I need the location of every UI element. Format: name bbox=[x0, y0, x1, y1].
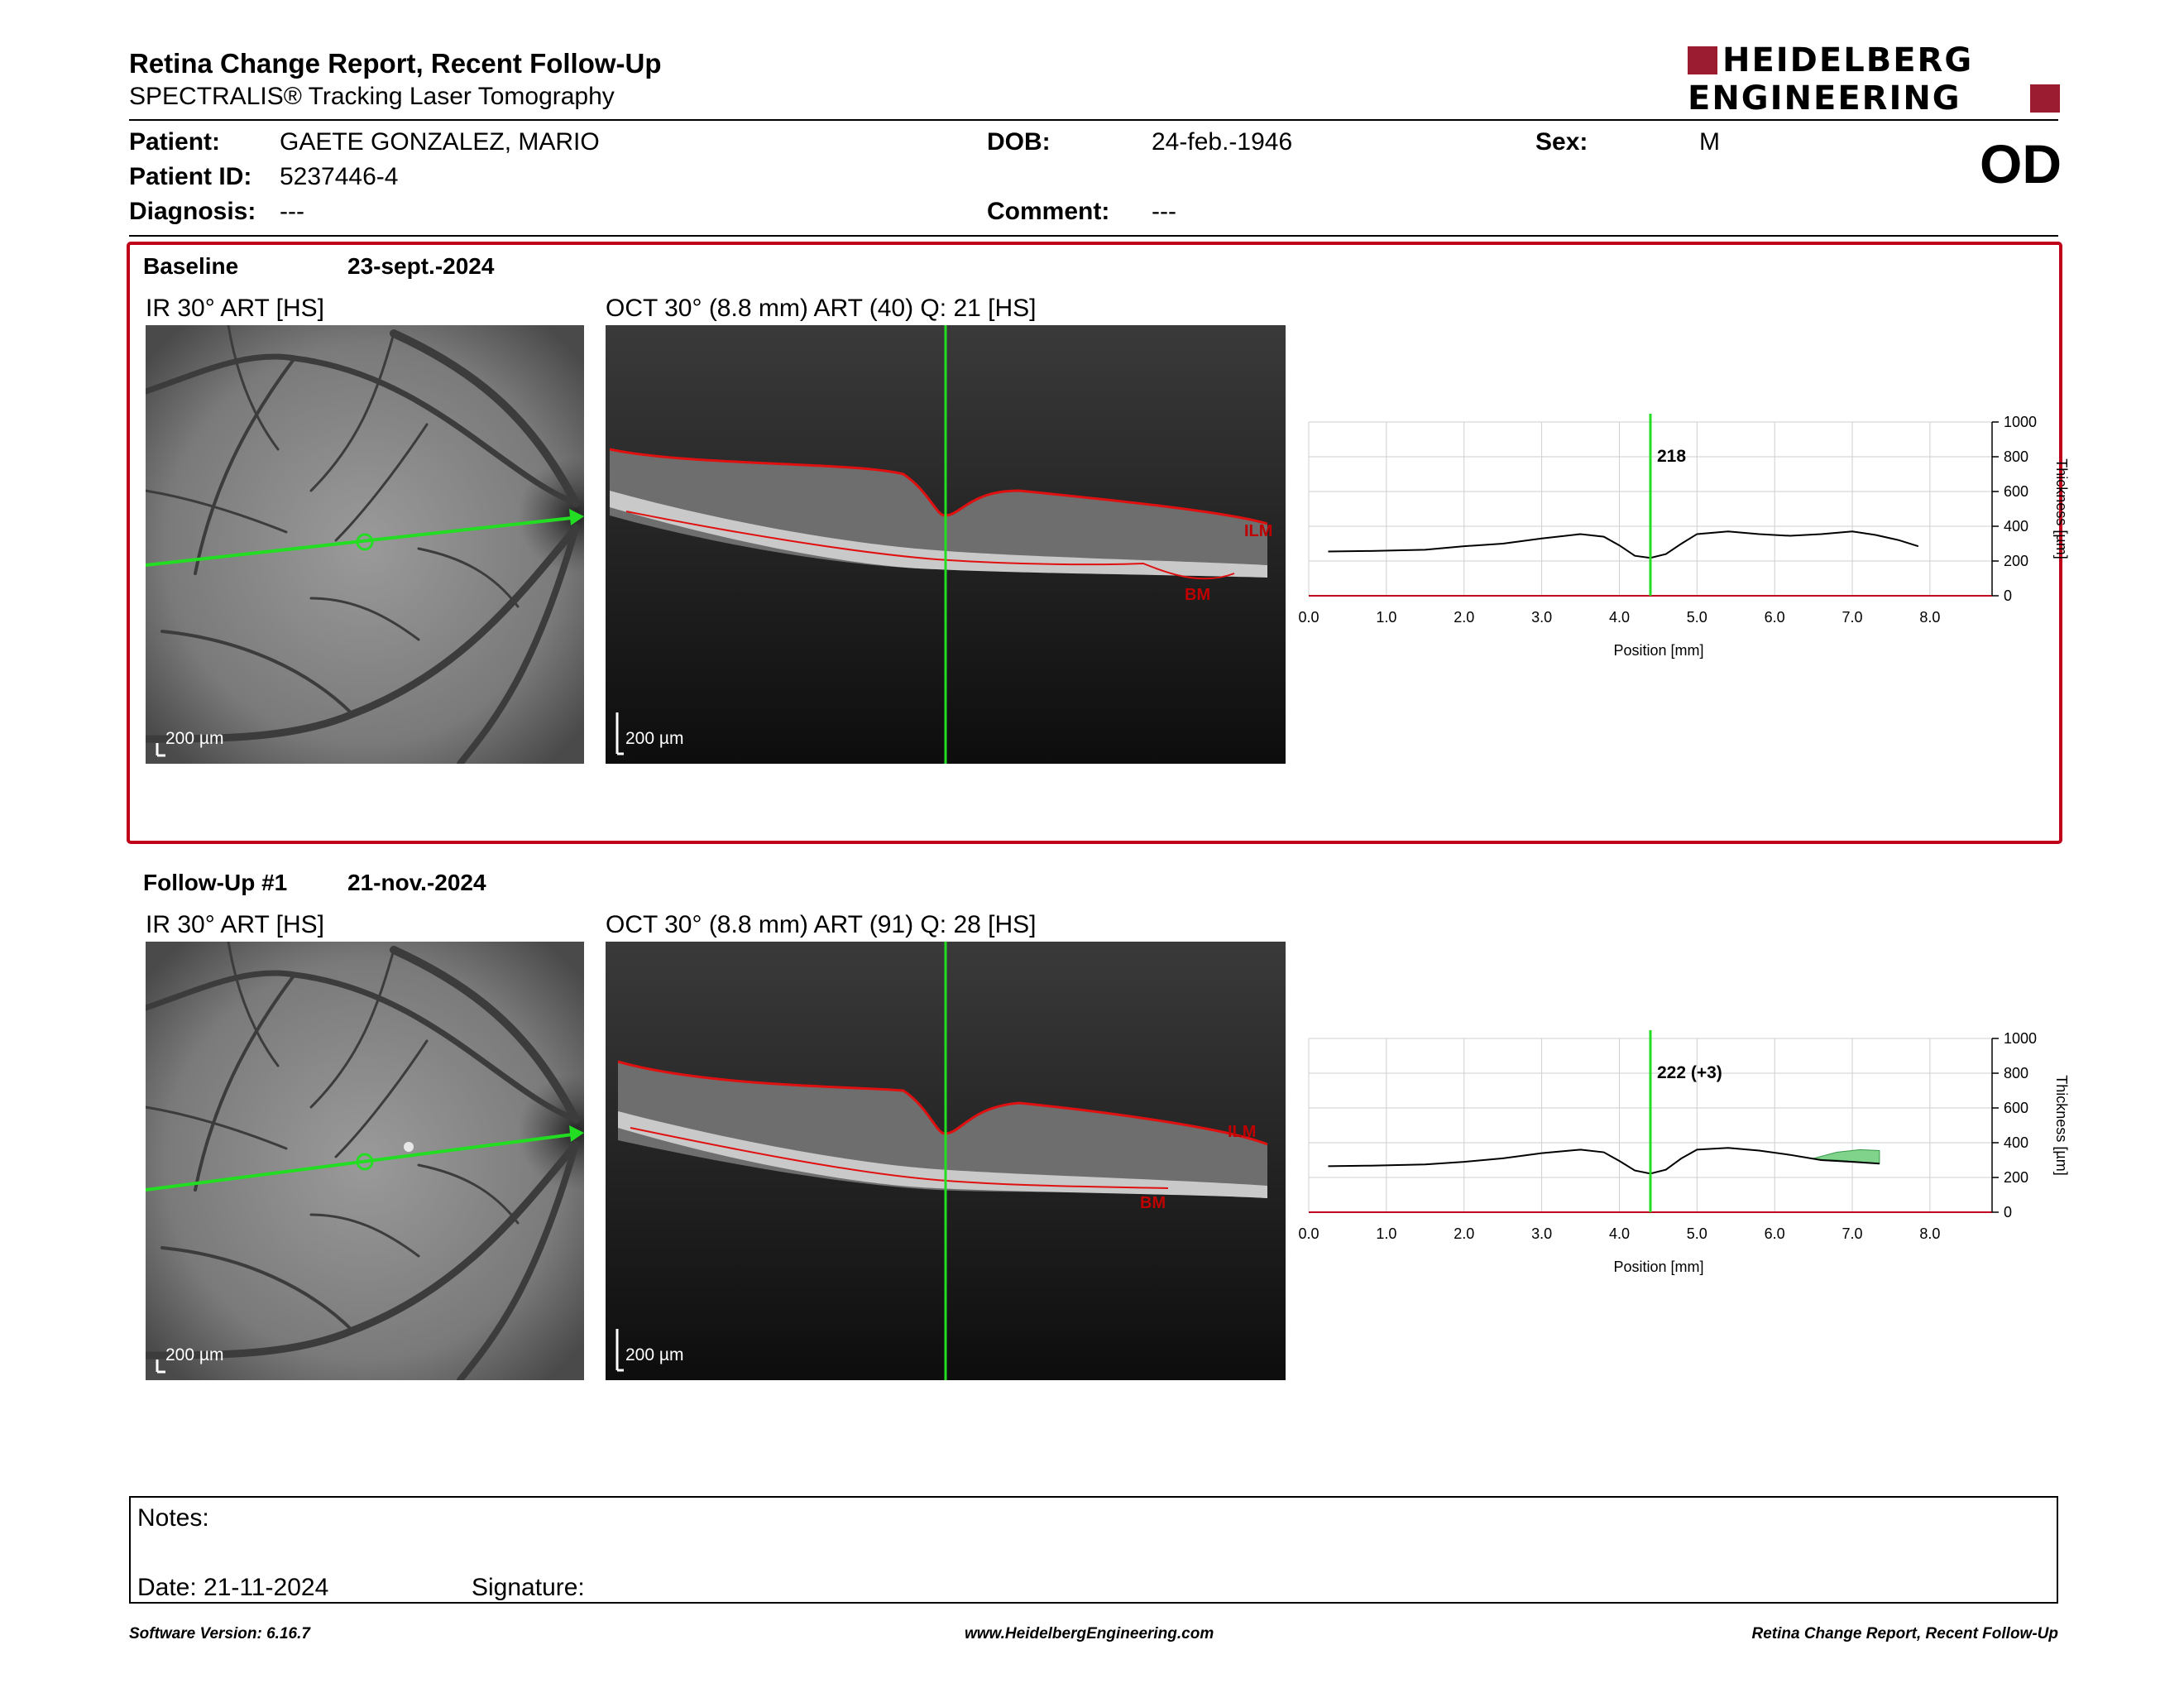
dob-value: 24-feb.-1946 bbox=[1152, 128, 1293, 156]
x-tick-label: 3.0 bbox=[1531, 609, 1552, 626]
baseline-ilm-label: ILM bbox=[1244, 522, 1272, 540]
header-rule bbox=[129, 119, 2058, 121]
footer-report-name: Retina Change Report, Recent Follow-Up bbox=[1751, 1625, 2058, 1642]
x-tick-label: 8.0 bbox=[1919, 609, 1940, 626]
baseline-panel bbox=[127, 242, 2062, 844]
x-tick-label: 2.0 bbox=[1454, 1225, 1474, 1242]
y-axis-label: Thickness [µm] bbox=[2053, 1075, 2070, 1175]
followup-date: 21-nov.-2024 bbox=[347, 870, 486, 895]
y-tick-label: 0 bbox=[2004, 1204, 2012, 1220]
sex-label: Sex: bbox=[1535, 128, 1588, 156]
y-tick-label: 800 bbox=[2004, 1065, 2028, 1081]
followup-bm-label: BM bbox=[1140, 1194, 1166, 1212]
followup-ir-image: 200 µm bbox=[146, 942, 584, 1380]
followup-oct-label: OCT 30° (8.8 mm) ART (91) Q: 28 [HS] bbox=[606, 911, 1037, 938]
baseline-thickness-chart: 0.0 1.0 2.0 3.0 4.0 5.0 6.0 7.0 8.0 0 200 400 600 800… bbox=[1298, 414, 2070, 659]
followup-ir-scale: 200 µm bbox=[165, 1345, 223, 1364]
followup-ir-label: IR 30° ART [HS] bbox=[146, 911, 324, 938]
x-tick-label: 7.0 bbox=[1842, 609, 1863, 626]
x-tick-label: 0.0 bbox=[1298, 609, 1319, 626]
patient-name: GAETE GONZALEZ, MARIO bbox=[280, 128, 600, 156]
heidelberg-logo: HEIDELBERG ENGINEERING bbox=[1688, 41, 2060, 117]
x-tick-label: 1.0 bbox=[1376, 1225, 1396, 1242]
y-tick-label: 600 bbox=[2004, 483, 2028, 500]
comment-label: Comment: bbox=[987, 198, 1110, 225]
report-title: Retina Change Report, Recent Follow-Up bbox=[129, 48, 662, 79]
baseline-label: Baseline bbox=[143, 253, 239, 279]
y-axis-label: Thickness [µm] bbox=[2053, 458, 2070, 559]
logo-square-icon bbox=[1688, 46, 1717, 74]
x-tick-label: 1.0 bbox=[1376, 609, 1396, 626]
y-tick-label: 0 bbox=[2004, 587, 2012, 604]
notes-signature: Signature: bbox=[472, 1574, 585, 1601]
eye-label: OD bbox=[1980, 133, 2062, 194]
baseline-oct-image: ILM BM 200 µm bbox=[606, 325, 1286, 764]
x-tick-label: 5.0 bbox=[1687, 609, 1707, 626]
y-tick-label: 800 bbox=[2004, 448, 2028, 465]
thickness-series-line bbox=[1328, 530, 1919, 559]
baseline-date: 23-sept.-2024 bbox=[347, 253, 495, 279]
patient-id-label: Patient ID: bbox=[129, 163, 252, 190]
x-tick-label: 6.0 bbox=[1765, 1225, 1785, 1242]
followup-oct-scale: 200 µm bbox=[625, 1345, 683, 1364]
sex-value: M bbox=[1699, 128, 1720, 156]
x-tick-label: 2.0 bbox=[1454, 609, 1474, 626]
logo-line-2: ENGINEERING bbox=[1688, 79, 1961, 117]
thickness-series-line bbox=[1328, 1147, 1880, 1175]
diagnosis-value: --- bbox=[280, 198, 304, 225]
notes-box[interactable]: Notes: Date: 21-11-2024 Signature: bbox=[129, 1496, 2058, 1604]
baseline-ir-scale: 200 µm bbox=[165, 729, 223, 748]
x-axis-label: Position [mm] bbox=[1613, 642, 1703, 659]
followup-thickness-chart: 0.0 1.0 2.0 3.0 4.0 5.0 6.0 7.0 8.0 0 200 400 600 800… bbox=[1298, 1030, 2070, 1275]
cursor-value-label: 218 bbox=[1657, 447, 1686, 466]
x-axis-label: Position [mm] bbox=[1613, 1259, 1703, 1275]
followup-ilm-label: ILM bbox=[1228, 1123, 1256, 1141]
patient-id: 5237446-4 bbox=[280, 163, 399, 190]
baseline-ir-label: IR 30° ART [HS] bbox=[146, 295, 324, 322]
baseline-oct-scale: 200 µm bbox=[625, 729, 683, 748]
notes-date: Date: 21-11-2024 bbox=[137, 1574, 329, 1601]
x-tick-label: 5.0 bbox=[1687, 1225, 1707, 1242]
logo-line-1: HEIDELBERG bbox=[1722, 41, 1974, 79]
patient-label: Patient: bbox=[129, 128, 221, 156]
baseline-ir-image: 200 µm bbox=[146, 325, 584, 764]
cursor-value-label: 222 (+3) bbox=[1657, 1063, 1722, 1082]
x-tick-label: 4.0 bbox=[1609, 1225, 1630, 1242]
y-tick-label: 200 bbox=[2004, 1169, 2028, 1186]
y-tick-label: 400 bbox=[2004, 518, 2028, 535]
x-tick-label: 7.0 bbox=[1842, 1225, 1863, 1242]
x-tick-label: 6.0 bbox=[1765, 609, 1785, 626]
x-tick-label: 0.0 bbox=[1298, 1225, 1319, 1242]
report-subtitle: SPECTRALIS® Tracking Laser Tomography bbox=[129, 83, 615, 110]
comment-value: --- bbox=[1152, 198, 1176, 225]
y-tick-label: 1000 bbox=[2004, 1030, 2037, 1047]
followup-oct-image: ILM BM 200 µm bbox=[606, 942, 1286, 1380]
y-tick-label: 600 bbox=[2004, 1100, 2028, 1116]
y-tick-label: 200 bbox=[2004, 553, 2028, 569]
y-tick-label: 400 bbox=[2004, 1134, 2028, 1151]
footer-website-link[interactable]: www.HeidelbergEngineering.com bbox=[965, 1625, 1214, 1642]
patient-rule bbox=[129, 235, 2058, 237]
x-tick-label: 4.0 bbox=[1609, 609, 1630, 626]
y-tick-label: 1000 bbox=[2004, 414, 2037, 430]
logo-square-icon-2 bbox=[2030, 84, 2060, 113]
baseline-oct-label: OCT 30° (8.8 mm) ART (40) Q: 21 [HS] bbox=[606, 295, 1037, 322]
baseline-bm-label: BM bbox=[1185, 586, 1210, 604]
x-tick-label: 8.0 bbox=[1919, 1225, 1940, 1242]
dob-label: DOB: bbox=[987, 128, 1051, 156]
footer-software-version: Software Version: 6.16.7 bbox=[129, 1625, 310, 1642]
notes-label: Notes: bbox=[137, 1504, 209, 1532]
diagnosis-label: Diagnosis: bbox=[129, 198, 256, 225]
x-tick-label: 3.0 bbox=[1531, 1225, 1552, 1242]
followup-label: Follow-Up #1 bbox=[143, 870, 288, 895]
